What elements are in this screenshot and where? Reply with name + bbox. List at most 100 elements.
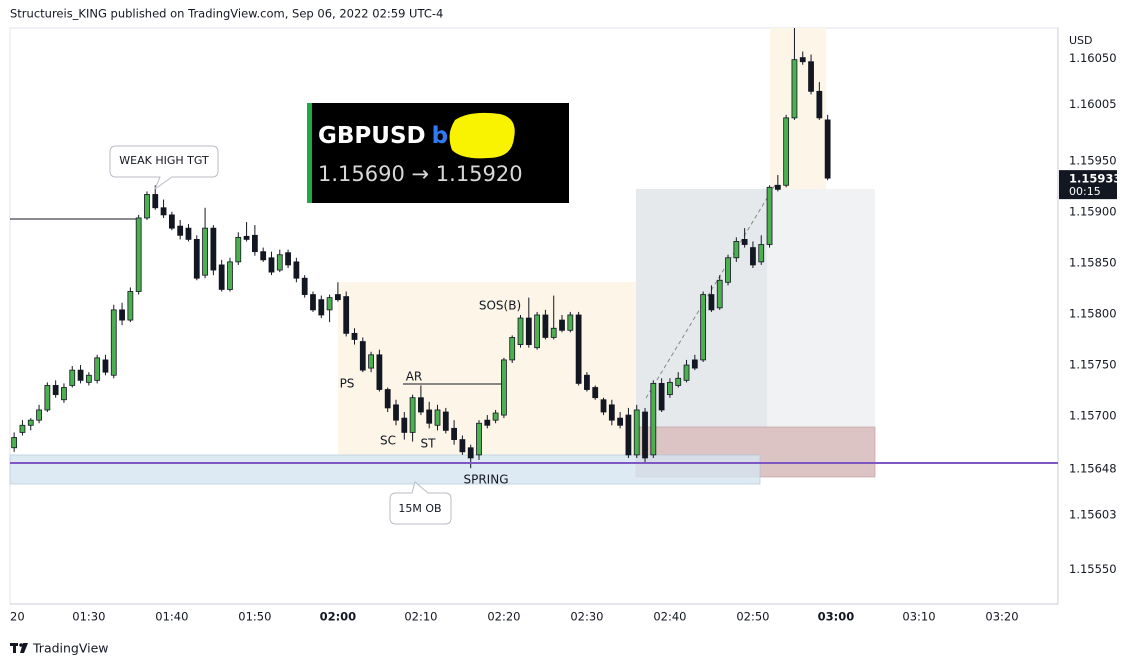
candle-body — [293, 261, 300, 279]
candle-body — [227, 261, 233, 290]
candle-body — [824, 119, 831, 179]
y-tick-label: 1.15700 — [1069, 409, 1117, 423]
logo-part — [13, 643, 16, 653]
candle-body — [774, 184, 781, 190]
candle-body — [318, 299, 325, 316]
footer-brand: TradingView — [32, 641, 109, 656]
candle-body — [343, 296, 350, 334]
candle-body — [119, 309, 125, 321]
last-price-box — [1059, 170, 1117, 200]
y-tick-label: 1.15750 — [1069, 358, 1117, 372]
candle-body — [276, 254, 283, 271]
candle-body — [442, 411, 449, 431]
candle-body — [467, 447, 474, 459]
candle-body — [492, 412, 499, 421]
candle-body — [484, 419, 491, 426]
candle-body — [741, 239, 748, 245]
overlay-symbol-text: GBPUSD — [318, 123, 426, 149]
candle-body — [750, 247, 756, 266]
candle-body — [193, 239, 200, 279]
candle-body — [642, 411, 648, 459]
candle-body — [36, 409, 42, 421]
x-tick-label: 02:20 — [487, 610, 520, 624]
candle-body — [667, 381, 673, 396]
time-axis: 20 01:30 01:40 01:50 02:00 02:10 02:20 02:30 02:… — [10, 610, 1019, 624]
candle-body — [525, 317, 532, 345]
candle-body — [11, 437, 18, 449]
logo-part — [19, 643, 23, 647]
target-zone — [767, 189, 875, 427]
logo-part — [20, 643, 28, 653]
candle-body — [708, 294, 715, 311]
candle-body — [334, 294, 341, 301]
candle-body — [650, 383, 657, 456]
candle-body — [368, 354, 374, 369]
candle-body — [235, 236, 242, 263]
candle-body — [459, 439, 466, 453]
candle-body — [501, 359, 507, 416]
y-tick-label: 1.16005 — [1069, 97, 1117, 111]
candle-body — [301, 277, 308, 295]
candle-body — [808, 61, 814, 92]
candle-body — [260, 251, 267, 261]
annotation: AR — [406, 370, 423, 384]
header-title: Structureis_KING published on TradingVie… — [10, 7, 443, 21]
candle-body — [359, 341, 366, 371]
x-tick-label: 01:30 — [72, 610, 105, 624]
candle-body — [509, 337, 516, 361]
candle-body — [202, 227, 208, 276]
y-tick-label: 1.15550 — [1069, 562, 1117, 576]
candle-body — [44, 385, 51, 411]
overlay-box — [307, 103, 569, 203]
candle-body — [783, 117, 790, 186]
last-price: 1.15933 — [1069, 172, 1121, 186]
candle-body — [351, 332, 358, 340]
candle-body — [675, 377, 682, 386]
candle-body — [168, 214, 175, 229]
candle-body — [376, 354, 383, 390]
candle-body — [251, 234, 258, 253]
annotation: SPRING — [463, 473, 508, 487]
candle-body — [658, 383, 665, 411]
x-tick-label: 03:20 — [985, 610, 1018, 624]
x-tick-label: 03:10 — [902, 610, 935, 624]
candle-body — [393, 404, 399, 421]
candle-body — [791, 59, 798, 119]
x-tick-label: 01:40 — [155, 610, 188, 624]
candle-body — [517, 317, 524, 345]
candle-body — [816, 90, 823, 119]
x-tick-label: 03:00 — [818, 610, 855, 624]
candle-body — [559, 319, 565, 331]
candle-body — [725, 257, 731, 283]
candle-body — [110, 309, 117, 376]
y-tick-label: 1.15800 — [1069, 306, 1117, 320]
candle-body — [243, 235, 250, 240]
candle-body — [683, 364, 690, 381]
candle-body — [69, 369, 76, 386]
y-tick-label: 1.15900 — [1069, 204, 1117, 218]
candle-body — [633, 409, 640, 456]
y-tick-label: 1.15850 — [1069, 255, 1117, 269]
candle-body — [19, 424, 26, 433]
candle-body — [476, 422, 482, 456]
footer-logo — [10, 643, 28, 653]
candle-body — [285, 252, 291, 266]
candle-body — [451, 427, 457, 440]
annotation: SC — [380, 434, 396, 448]
candle-body — [135, 217, 142, 292]
candle-body — [27, 419, 34, 426]
candle-body — [401, 417, 408, 433]
annotation: PS — [340, 377, 355, 391]
candle-body — [102, 359, 109, 373]
scribble — [449, 112, 515, 159]
x-tick-label: 02:50 — [736, 610, 769, 624]
y-tick-label: 1.15648 — [1069, 462, 1117, 476]
candle-body — [625, 414, 632, 456]
candle-body — [716, 279, 723, 309]
callout-box — [389, 481, 452, 525]
candle-body — [766, 186, 773, 245]
candle-body — [85, 374, 92, 383]
annotation: WEAK HIGH TGT — [119, 154, 209, 167]
